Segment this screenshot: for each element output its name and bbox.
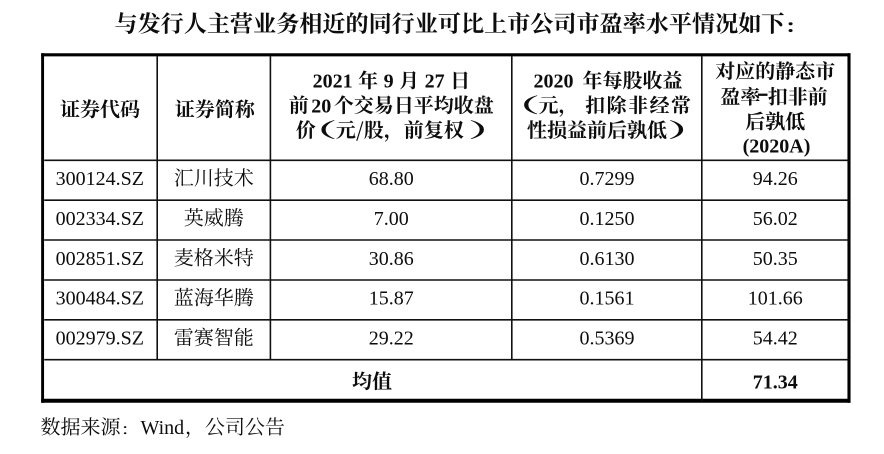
svg-text:29.22: 29.22 bbox=[369, 328, 414, 350]
svg-text:27: 27 bbox=[425, 71, 445, 93]
svg-text:Wind: Wind bbox=[141, 417, 185, 439]
svg-text:15.87: 15.87 bbox=[369, 288, 414, 310]
svg-text:0.1250: 0.1250 bbox=[580, 208, 635, 230]
svg-text:(2020A): (2020A) bbox=[743, 135, 811, 157]
svg-text:9: 9 bbox=[384, 71, 394, 93]
svg-text:54.42: 54.42 bbox=[753, 328, 798, 350]
svg-text:300124.SZ: 300124.SZ bbox=[56, 168, 144, 190]
svg-text:0.5369: 0.5369 bbox=[580, 328, 635, 350]
svg-text:50.35: 50.35 bbox=[753, 248, 798, 270]
svg-text:002979.SZ: 002979.SZ bbox=[56, 328, 144, 350]
svg-text:2021: 2021 bbox=[313, 71, 353, 93]
svg-text:0.6130: 0.6130 bbox=[580, 248, 635, 270]
svg-text:300484.SZ: 300484.SZ bbox=[56, 288, 144, 310]
svg-text:0.1561: 0.1561 bbox=[580, 288, 635, 310]
svg-text:71.34: 71.34 bbox=[753, 371, 798, 393]
svg-text:2020: 2020 bbox=[534, 71, 574, 93]
svg-text:68.80: 68.80 bbox=[369, 168, 414, 190]
svg-text:94.26: 94.26 bbox=[753, 168, 798, 190]
svg-text:30.86: 30.86 bbox=[369, 248, 414, 270]
svg-text:56.02: 56.02 bbox=[753, 208, 798, 230]
svg-text:0.7299: 0.7299 bbox=[580, 168, 635, 190]
svg-text:20: 20 bbox=[311, 95, 331, 117]
svg-text:101.66: 101.66 bbox=[748, 288, 803, 310]
svg-text:7.00: 7.00 bbox=[374, 208, 409, 230]
svg-text:002851.SZ: 002851.SZ bbox=[56, 248, 144, 270]
svg-text:002334.SZ: 002334.SZ bbox=[56, 208, 144, 230]
